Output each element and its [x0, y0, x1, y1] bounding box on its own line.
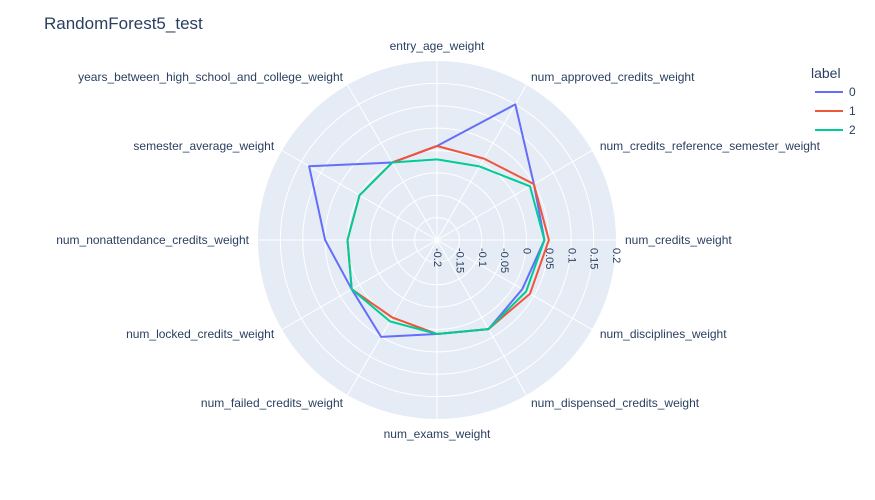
grid-spoke — [436, 239, 593, 330]
axis-label-num-exams-weight: num_exams_weight — [384, 427, 491, 441]
legend-item-0: 0 — [849, 85, 856, 99]
radial-tick-label: 0.05 — [543, 248, 555, 269]
legend-item-2: 2 — [849, 123, 856, 137]
axis-label-num-nonattendance-credits-weight: num_nonattendance_credits_weight — [56, 233, 249, 247]
axis-label-num-credits-weight: num_credits_weight — [625, 233, 732, 247]
axis-label-num-credits-reference-semester-weight: num_credits_reference_semester_weight — [600, 139, 821, 153]
axis-label-num-failed-credits-weight: num_failed_credits_weight — [201, 396, 344, 410]
axis-label-entry-age-weight: entry_age_weight — [390, 39, 485, 53]
grid-spoke — [436, 150, 593, 241]
radial-tick-label: -0.05 — [498, 248, 510, 273]
legend-title: label — [811, 65, 841, 81]
radial-tick-label: 0 — [521, 248, 533, 254]
series-line-2 — [346, 158, 546, 335]
chart-title: RandomForest5_test — [44, 14, 203, 33]
radial-tick-label: -0.2 — [431, 248, 443, 267]
radial-tick-label: -0.1 — [476, 248, 488, 267]
grid-spoke — [436, 84, 527, 241]
axis-label-num-dispensed-credits-weight: num_dispensed_credits_weight — [531, 396, 700, 410]
grid-spoke — [281, 239, 438, 330]
axis-label-num-locked-credits-weight: num_locked_credits_weight — [126, 327, 275, 341]
radial-tick-label: 0.15 — [588, 248, 600, 269]
angular-axis-labels: entry_age_weight num_approved_credits_wei… — [56, 39, 820, 441]
radial-tick-label: -0.15 — [453, 248, 465, 273]
grid-spoke — [436, 239, 527, 396]
legend[interactable]: label 0 1 2 — [811, 65, 856, 137]
axis-label-num-approved-credits-weight: num_approved_credits_weight — [531, 70, 695, 84]
legend-item-1: 1 — [849, 104, 856, 118]
axis-label-years-between-high-school-and-college-weight: years_between_high_school_and_college_we… — [78, 70, 344, 84]
radial-tick-labels: -0.2 -0.15 -0.1 -0.05 0 0.05 0.1 0.15 0.2 — [431, 248, 622, 273]
radial-tick-label: 0.2 — [610, 248, 622, 263]
radial-tick-label: 0.1 — [565, 248, 577, 263]
axis-label-semester-average-weight: semester_average_weight — [133, 139, 274, 153]
polar-grid — [258, 61, 616, 419]
axis-label-num-disciplines-weight: num_disciplines_weight — [600, 327, 727, 341]
series-lines — [308, 103, 550, 338]
